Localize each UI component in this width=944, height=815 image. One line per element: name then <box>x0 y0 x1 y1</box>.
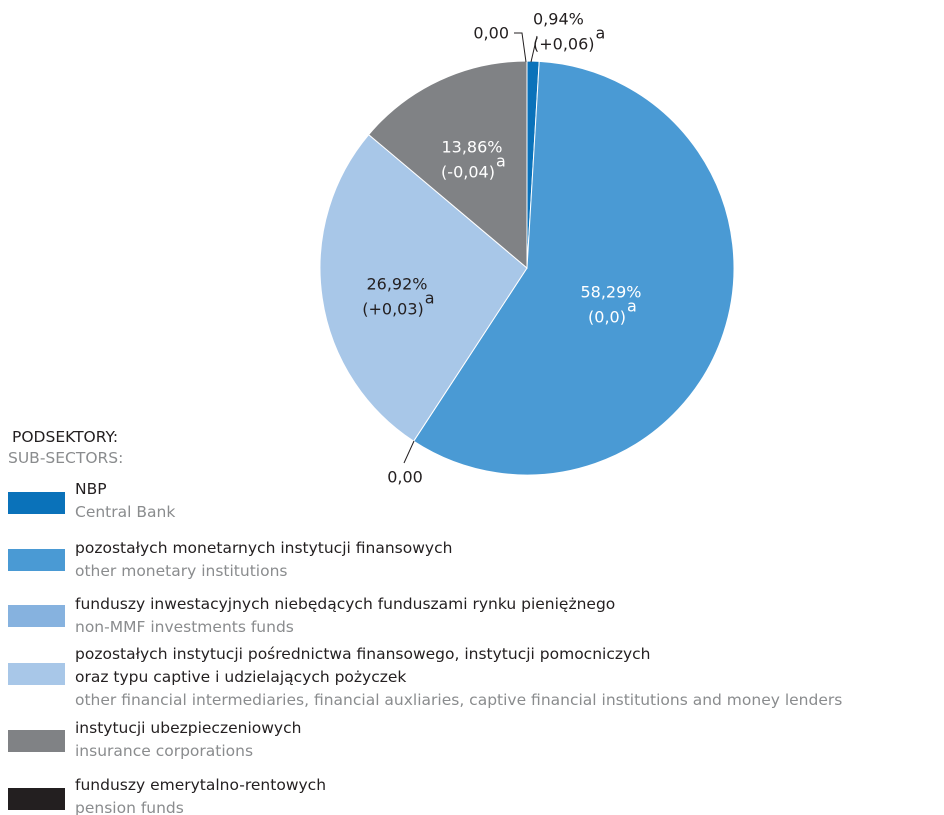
note-mark: a <box>425 289 435 308</box>
value-label: 13,86% <box>441 138 502 157</box>
value-label: 0,00 <box>473 24 509 43</box>
legend-label-en: pension funds <box>75 799 184 815</box>
note-mark: a <box>496 152 506 171</box>
change-label: (0,0) <box>588 308 626 327</box>
value-label: 0,00 <box>387 468 423 487</box>
note-mark: a <box>627 297 637 316</box>
change-label: (+0,03) <box>362 300 424 319</box>
value-label: 26,92% <box>366 275 427 294</box>
value-label: 0,94% <box>533 10 584 29</box>
note-mark: a <box>596 24 606 43</box>
change-label: (-0,04) <box>441 163 495 182</box>
legend-label: funduszy inwestacyjnych niebędących fund… <box>75 595 616 613</box>
legend-subtitle: SUB-SECTORS: <box>8 449 124 467</box>
value-label: 58,29% <box>580 283 641 302</box>
leader-line <box>530 35 538 63</box>
legend-swatch <box>8 788 65 810</box>
legend-label-en: other monetary institutions <box>75 562 288 580</box>
legend-label-en: other financial intermediaries, financia… <box>75 691 843 709</box>
leader-line <box>514 32 527 63</box>
legend-label-en: Central Bank <box>75 503 176 521</box>
leader-line <box>403 440 415 464</box>
legend-swatch <box>8 492 65 514</box>
change-label: (+0,06) <box>533 35 595 54</box>
legend-title: PODSEKTORY: <box>12 428 119 446</box>
legend-swatch <box>8 730 65 752</box>
legend-label-en: non-MMF investments funds <box>75 618 294 636</box>
pie-slice <box>319 133 528 442</box>
pie-slice <box>412 60 735 476</box>
legend-swatch <box>8 605 65 627</box>
legend-label: pozostałych instytucji pośrednictwa fina… <box>75 645 651 686</box>
legend-label: NBP <box>75 480 107 498</box>
legend-label: instytucji ubezpieczeniowych <box>75 719 302 737</box>
legend-label: funduszy emerytalno-rentowych <box>75 776 327 794</box>
legend-swatch <box>8 663 65 685</box>
legend-label: pozostałych monetarnych instytucji finan… <box>75 539 453 557</box>
legend-label-en: insurance corporations <box>75 742 254 760</box>
legend-swatch <box>8 549 65 571</box>
pie-slice <box>367 60 528 270</box>
